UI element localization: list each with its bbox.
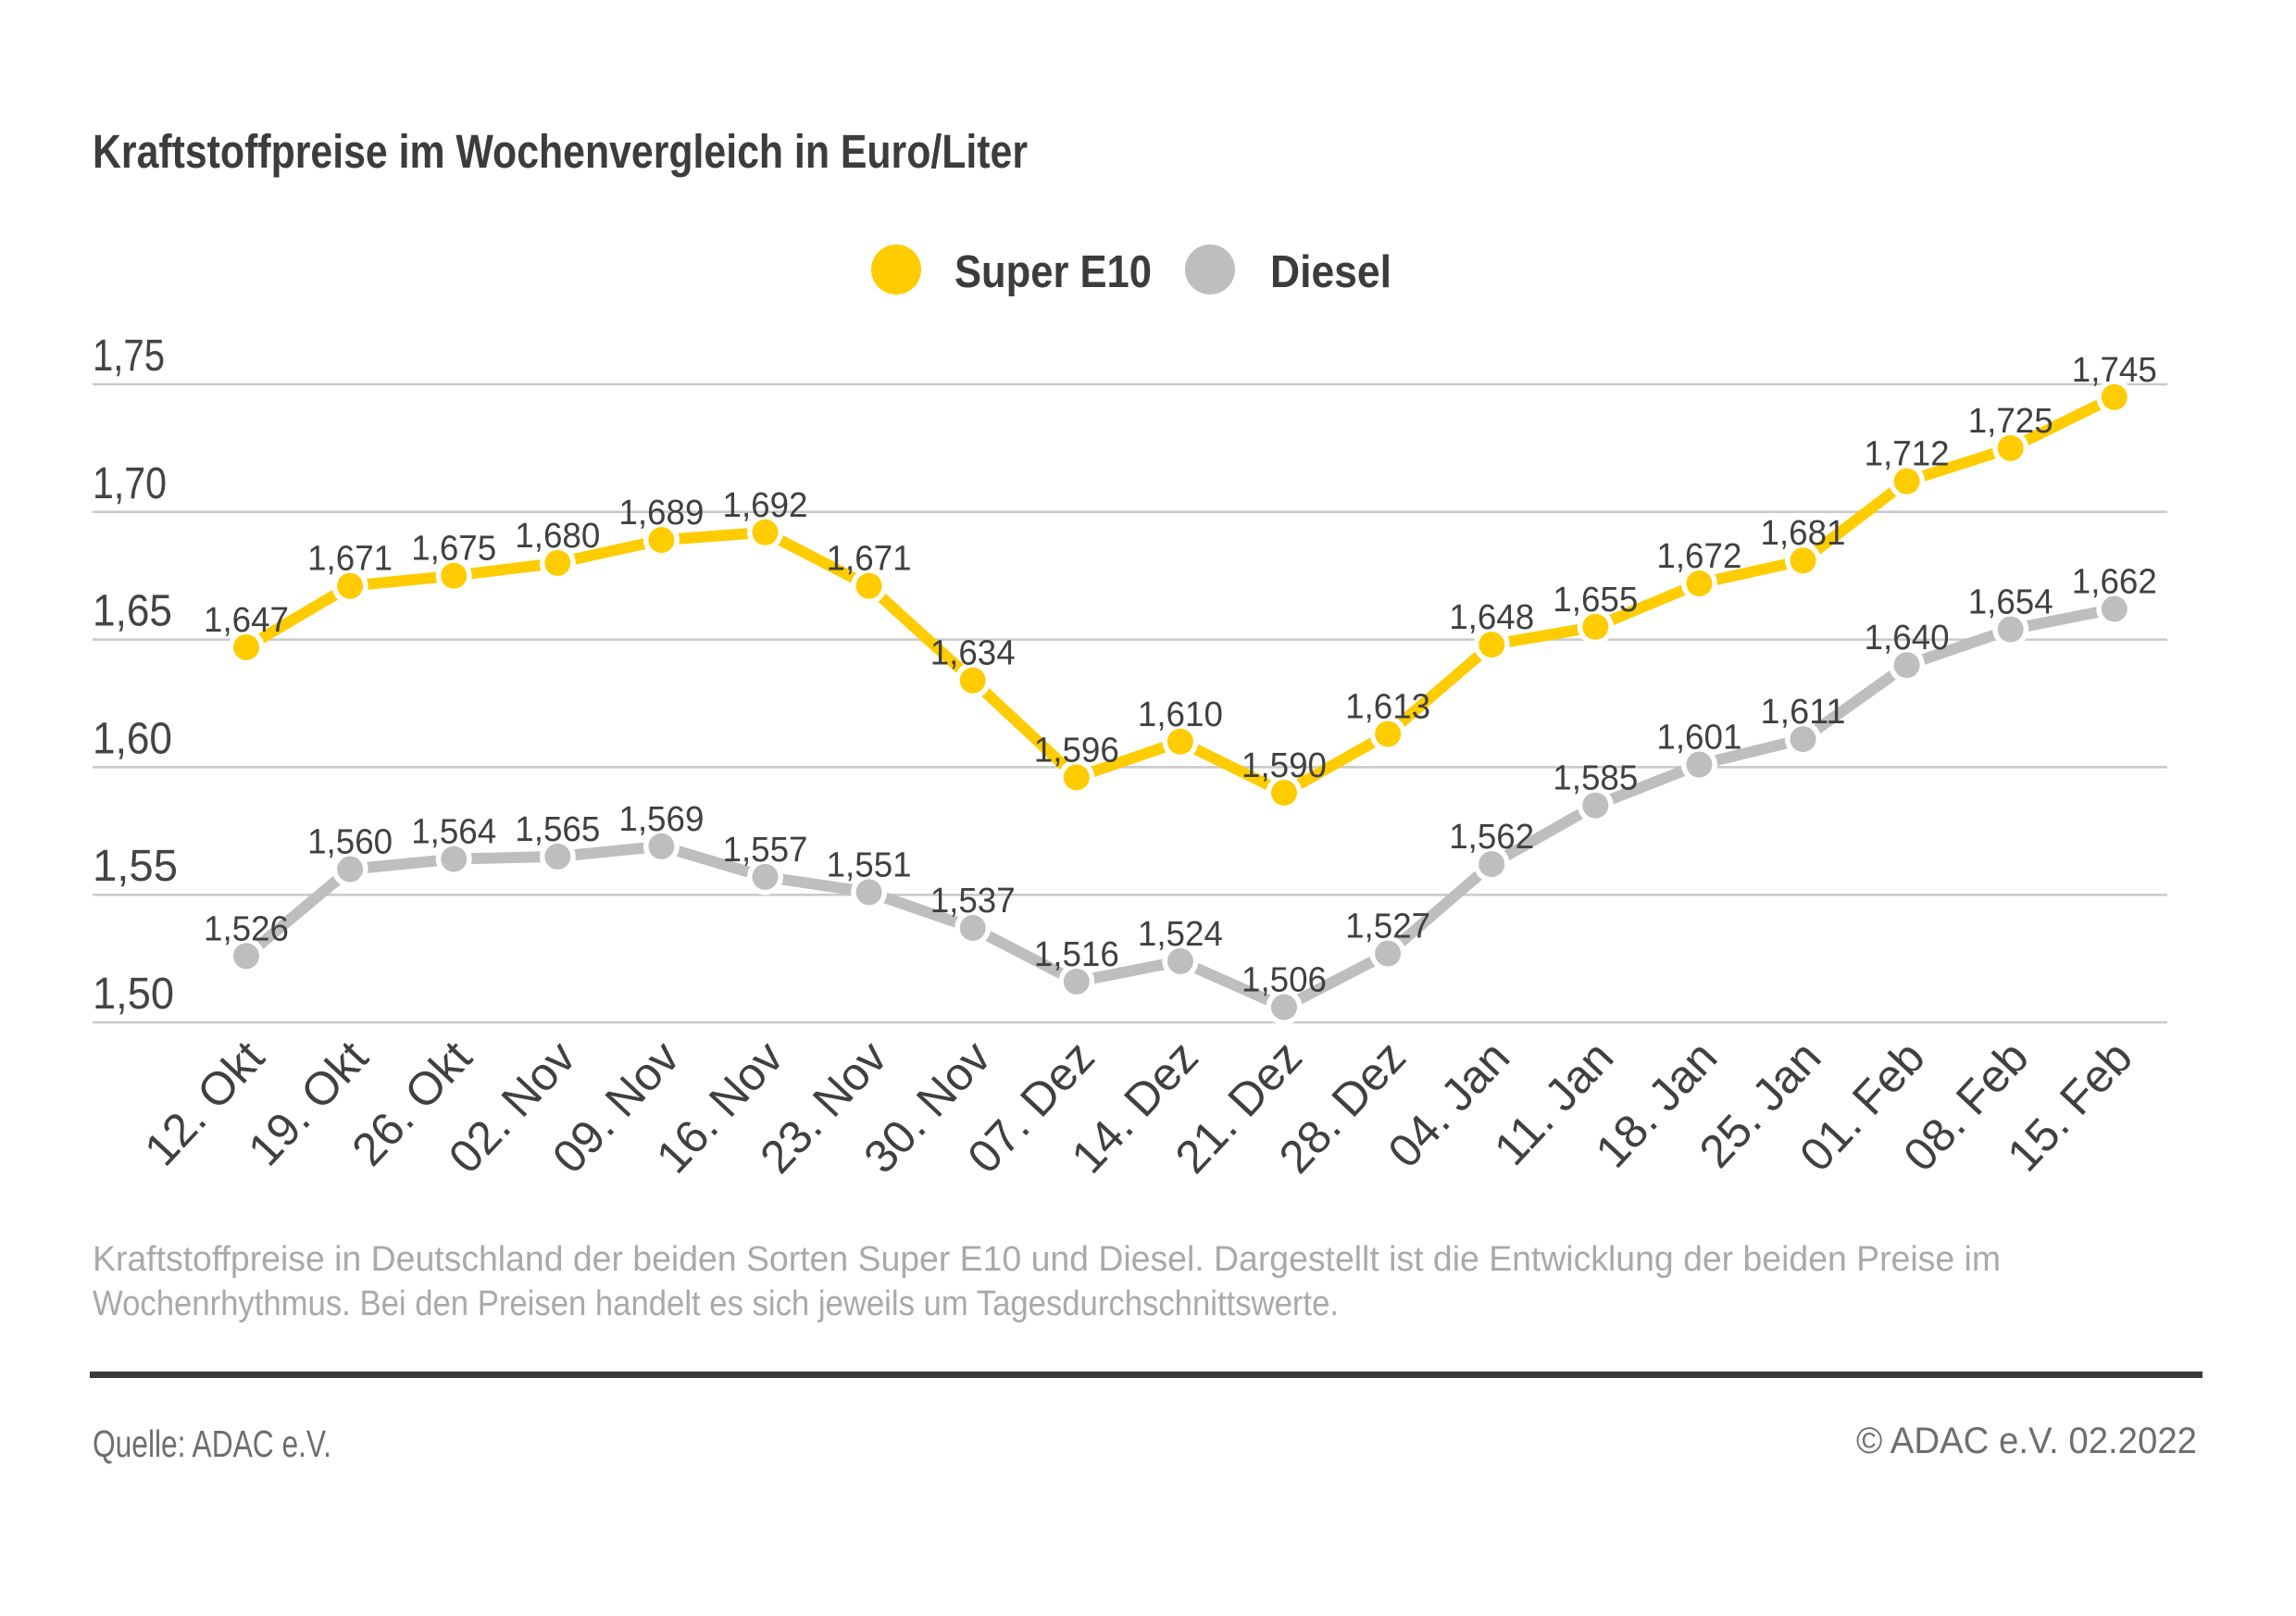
svg-text:Quelle: ADAC e.V.: Quelle: ADAC e.V. — [93, 1422, 331, 1465]
svg-text:1,524: 1,524 — [1138, 915, 1223, 954]
svg-text:Diesel: Diesel — [1270, 247, 1391, 297]
svg-text:Wochenrhythmus. Bei den Preise: Wochenrhythmus. Bei den Preisen handelt … — [93, 1284, 1339, 1323]
svg-text:1,680: 1,680 — [515, 517, 600, 556]
svg-text:1,537: 1,537 — [930, 882, 1016, 921]
svg-text:1,654: 1,654 — [1968, 583, 2053, 622]
svg-text:1,596: 1,596 — [1034, 731, 1119, 770]
svg-text:1,551: 1,551 — [827, 846, 912, 884]
svg-text:1,526: 1,526 — [204, 909, 289, 948]
svg-text:1,557: 1,557 — [723, 831, 808, 870]
svg-text:1,562: 1,562 — [1449, 818, 1534, 857]
svg-text:1,60: 1,60 — [93, 714, 172, 763]
svg-text:1,564: 1,564 — [411, 813, 496, 852]
svg-text:Kraftstoffpreise in Deutschlan: Kraftstoffpreise in Deutschland der beid… — [93, 1240, 2001, 1279]
svg-text:1,745: 1,745 — [2072, 351, 2157, 390]
svg-text:1,671: 1,671 — [307, 540, 393, 579]
svg-text:1,662: 1,662 — [2072, 563, 2157, 602]
svg-text:1,75: 1,75 — [93, 332, 165, 381]
svg-text:1,560: 1,560 — [307, 823, 393, 862]
svg-text:Super E10: Super E10 — [955, 247, 1152, 297]
svg-text:1,506: 1,506 — [1242, 961, 1327, 1000]
svg-text:1,516: 1,516 — [1034, 935, 1119, 974]
svg-text:1,55: 1,55 — [93, 842, 178, 891]
svg-text:1,655: 1,655 — [1553, 581, 1638, 620]
svg-text:1,647: 1,647 — [204, 601, 289, 640]
svg-text:1,610: 1,610 — [1138, 695, 1223, 734]
svg-text:1,70: 1,70 — [93, 459, 167, 508]
svg-text:1,672: 1,672 — [1656, 537, 1741, 576]
svg-text:1,725: 1,725 — [1968, 402, 2053, 441]
svg-text:Kraftstoffpreise im Wochenverg: Kraftstoffpreise im Wochenvergleich in E… — [93, 125, 1028, 178]
svg-text:1,565: 1,565 — [515, 810, 600, 849]
svg-text:1,569: 1,569 — [618, 800, 704, 839]
svg-text:1,50: 1,50 — [93, 970, 174, 1019]
svg-text:1,692: 1,692 — [723, 486, 808, 525]
svg-text:1,648: 1,648 — [1449, 598, 1534, 637]
svg-text:1,634: 1,634 — [930, 634, 1016, 673]
svg-text:1,671: 1,671 — [827, 540, 912, 579]
svg-text:1,601: 1,601 — [1656, 719, 1741, 758]
svg-text:1,611: 1,611 — [1761, 693, 1846, 732]
svg-text:1,689: 1,689 — [618, 494, 704, 532]
svg-text:1,675: 1,675 — [411, 530, 496, 569]
svg-text:1,681: 1,681 — [1761, 514, 1846, 553]
svg-text:1,65: 1,65 — [93, 587, 172, 636]
svg-text:1,527: 1,527 — [1345, 908, 1430, 946]
svg-text:1,712: 1,712 — [1865, 435, 1950, 474]
svg-text:1,590: 1,590 — [1242, 746, 1327, 785]
svg-text:1,613: 1,613 — [1345, 688, 1430, 727]
svg-text:1,640: 1,640 — [1865, 619, 1950, 658]
svg-text:1,585: 1,585 — [1553, 759, 1638, 798]
svg-text:© ADAC e.V. 02.2022: © ADAC e.V. 02.2022 — [1856, 1421, 2197, 1461]
